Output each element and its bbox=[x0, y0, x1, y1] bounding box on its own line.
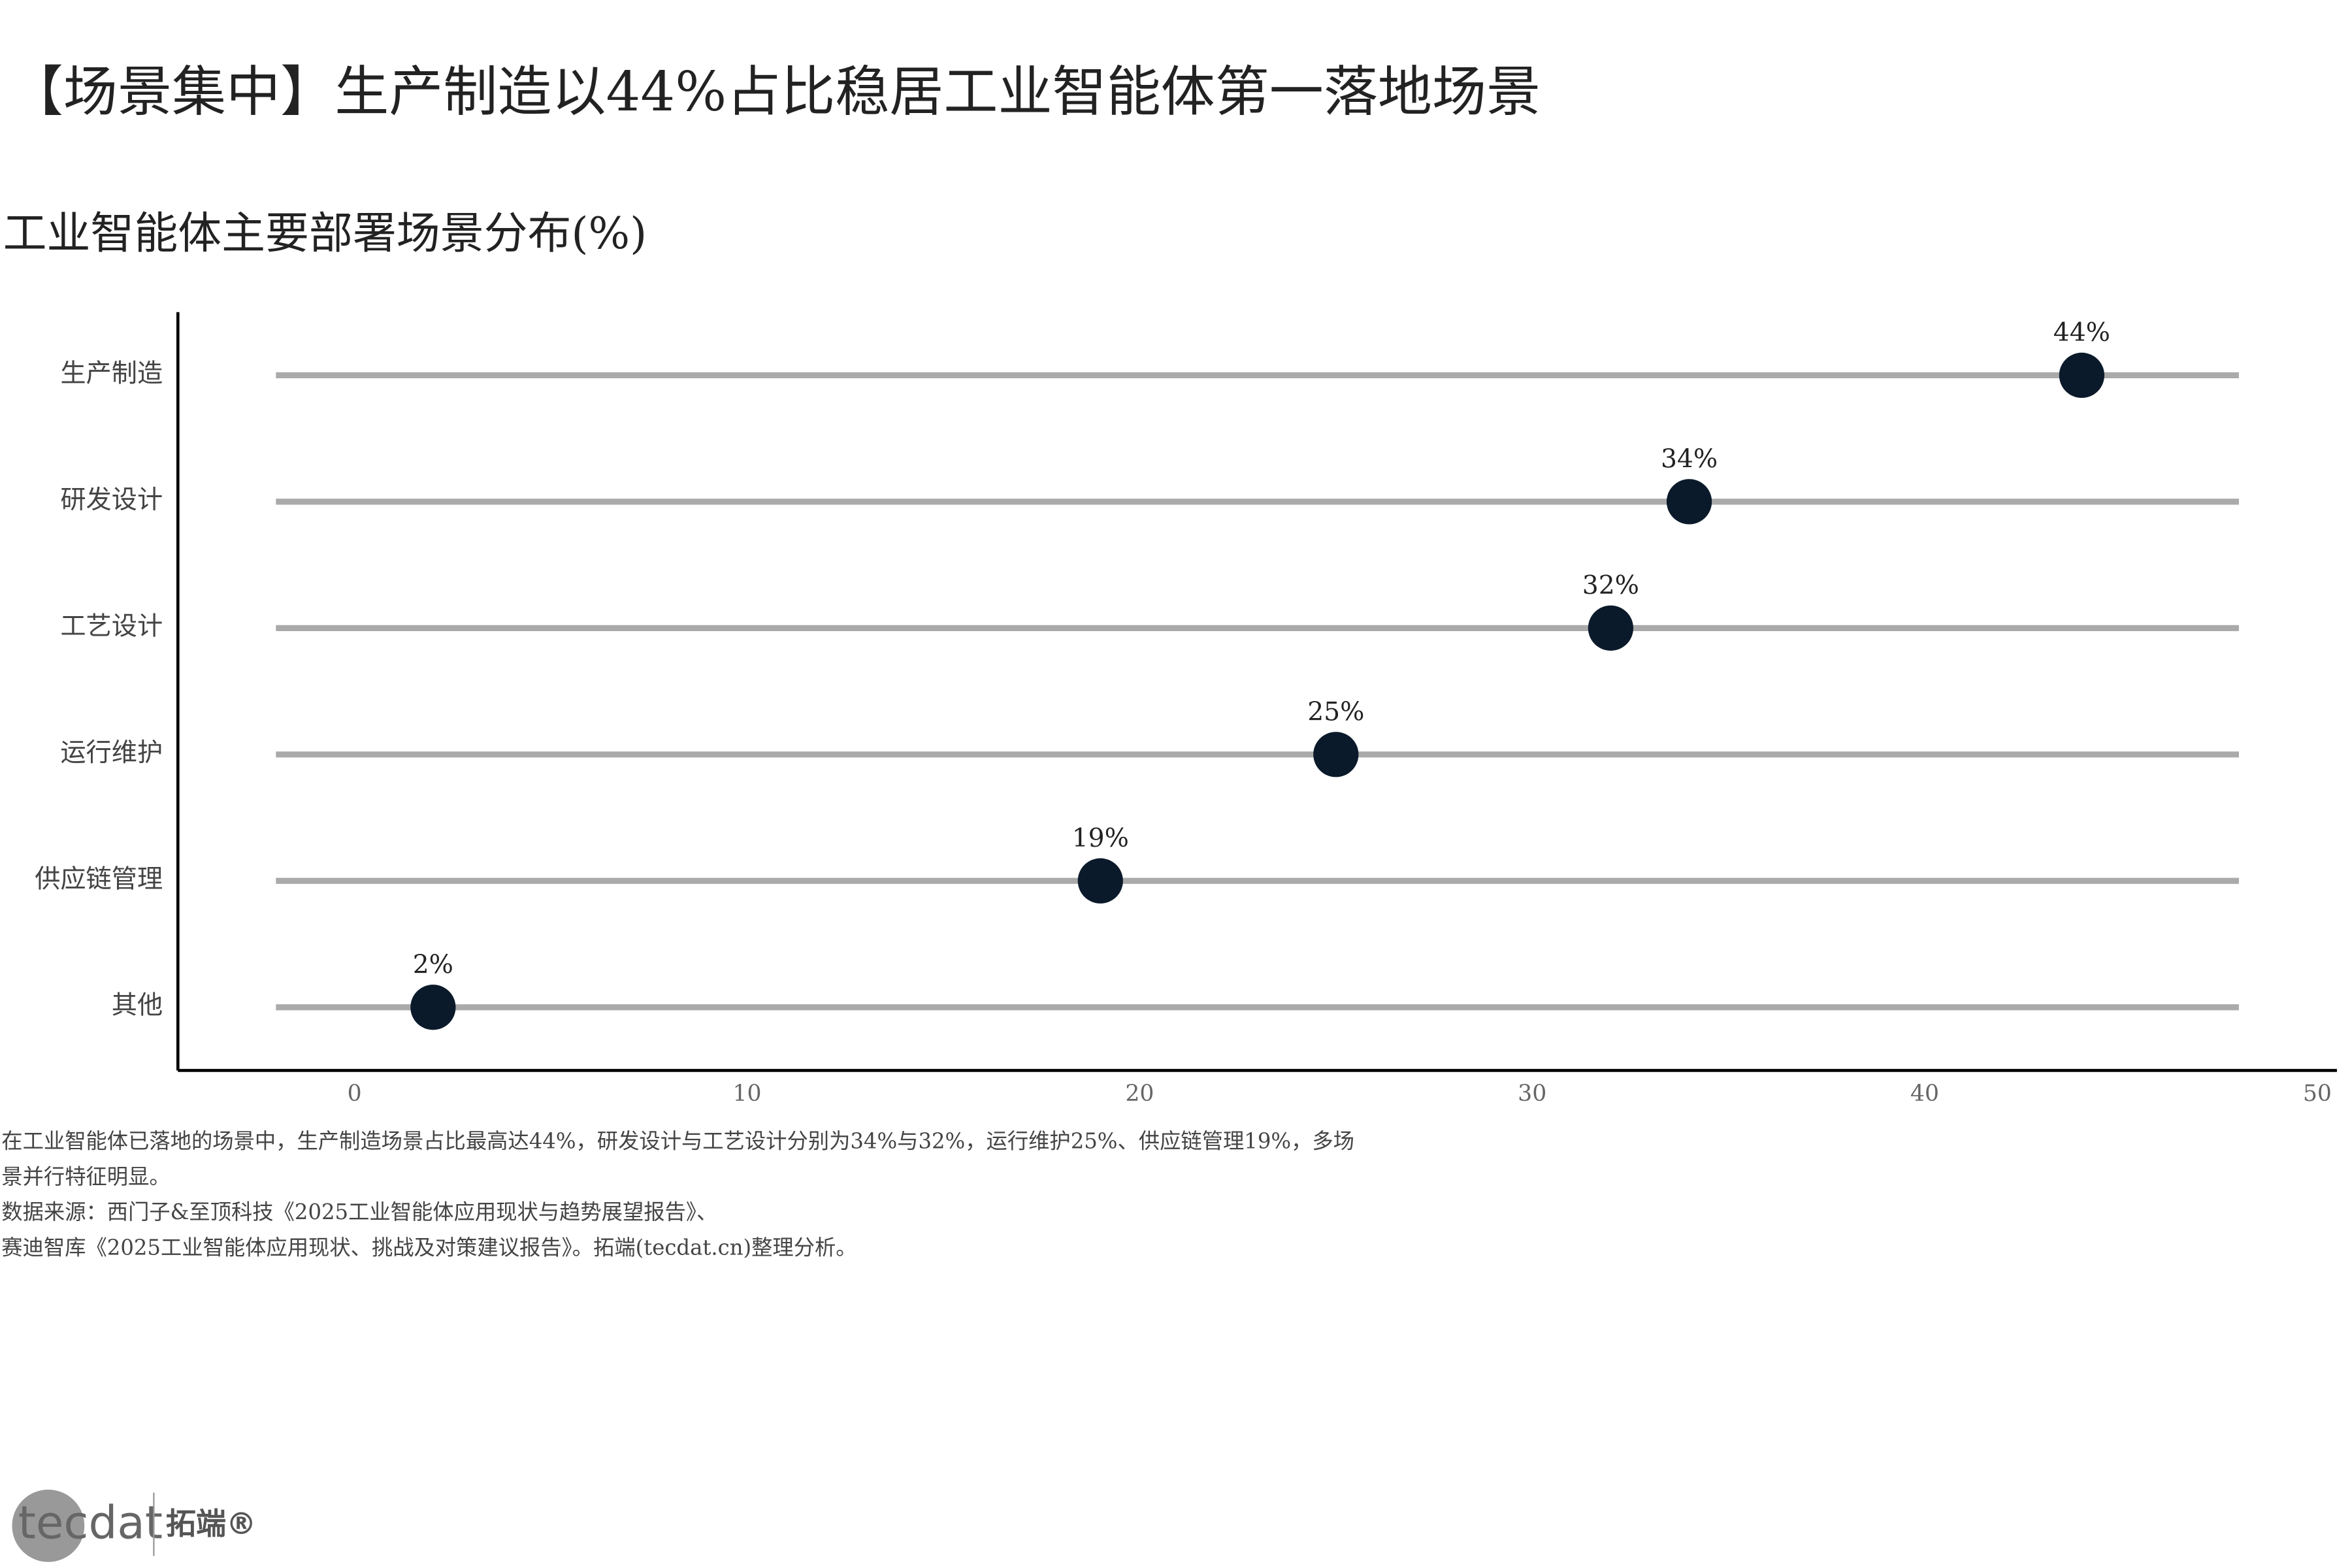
note: 数据来源：西门子&至顶科技《2025工业智能体应用现状与趋势展望报告》、 bbox=[1, 1200, 717, 1224]
y-tick-label: 研发设计 bbox=[60, 485, 163, 515]
x-tick-label: 30 bbox=[1518, 1081, 1546, 1107]
value-label: 32% bbox=[1582, 571, 1639, 600]
dot bbox=[1313, 732, 1359, 777]
value-label: 2% bbox=[413, 950, 453, 979]
value-label: 44% bbox=[2053, 318, 2110, 348]
value-label: 19% bbox=[1072, 824, 1129, 853]
logo-name: 拓端® bbox=[166, 1506, 256, 1541]
chart-title: 工业智能体主要部署场景分布(%) bbox=[3, 208, 647, 259]
y-tick-label: 运行维护 bbox=[60, 738, 163, 768]
x-tick-label: 20 bbox=[1125, 1081, 1154, 1107]
note: 赛迪智库《2025工业智能体应用现状、挑战及对策建议报告》。拓端(tecdat.… bbox=[1, 1235, 857, 1260]
note: 景并行特征明显。 bbox=[1, 1164, 170, 1189]
x-tick-label: 40 bbox=[1910, 1081, 1939, 1107]
dot bbox=[1588, 605, 1633, 651]
logo: tecdat 拓端® bbox=[12, 1490, 256, 1562]
note: 在工业智能体已落地的场景中，生产制造场景占比最高达44%，研发设计与工艺设计分别… bbox=[1, 1129, 1354, 1154]
x-tick-label: 0 bbox=[348, 1081, 362, 1107]
dot bbox=[410, 985, 456, 1030]
x-tick-label: 50 bbox=[2303, 1081, 2332, 1107]
value-label: 34% bbox=[1661, 445, 1718, 474]
logo-mark: tecdat bbox=[18, 1497, 163, 1549]
page-title: 【场景集中】生产制造以44%占比稳居工业智能体第一落地场景 bbox=[9, 60, 1541, 123]
y-tick-label: 生产制造 bbox=[60, 359, 163, 388]
y-tick-label: 其他 bbox=[112, 991, 163, 1021]
value-label: 25% bbox=[1307, 698, 1364, 727]
logo-circle bbox=[12, 1490, 85, 1562]
y-tick-label: 工艺设计 bbox=[60, 612, 163, 641]
dot bbox=[2059, 352, 2104, 399]
dot bbox=[1077, 858, 1123, 904]
x-tick-label: 10 bbox=[733, 1081, 762, 1107]
dot bbox=[1666, 479, 1712, 525]
y-tick-label: 供应链管理 bbox=[35, 864, 163, 894]
